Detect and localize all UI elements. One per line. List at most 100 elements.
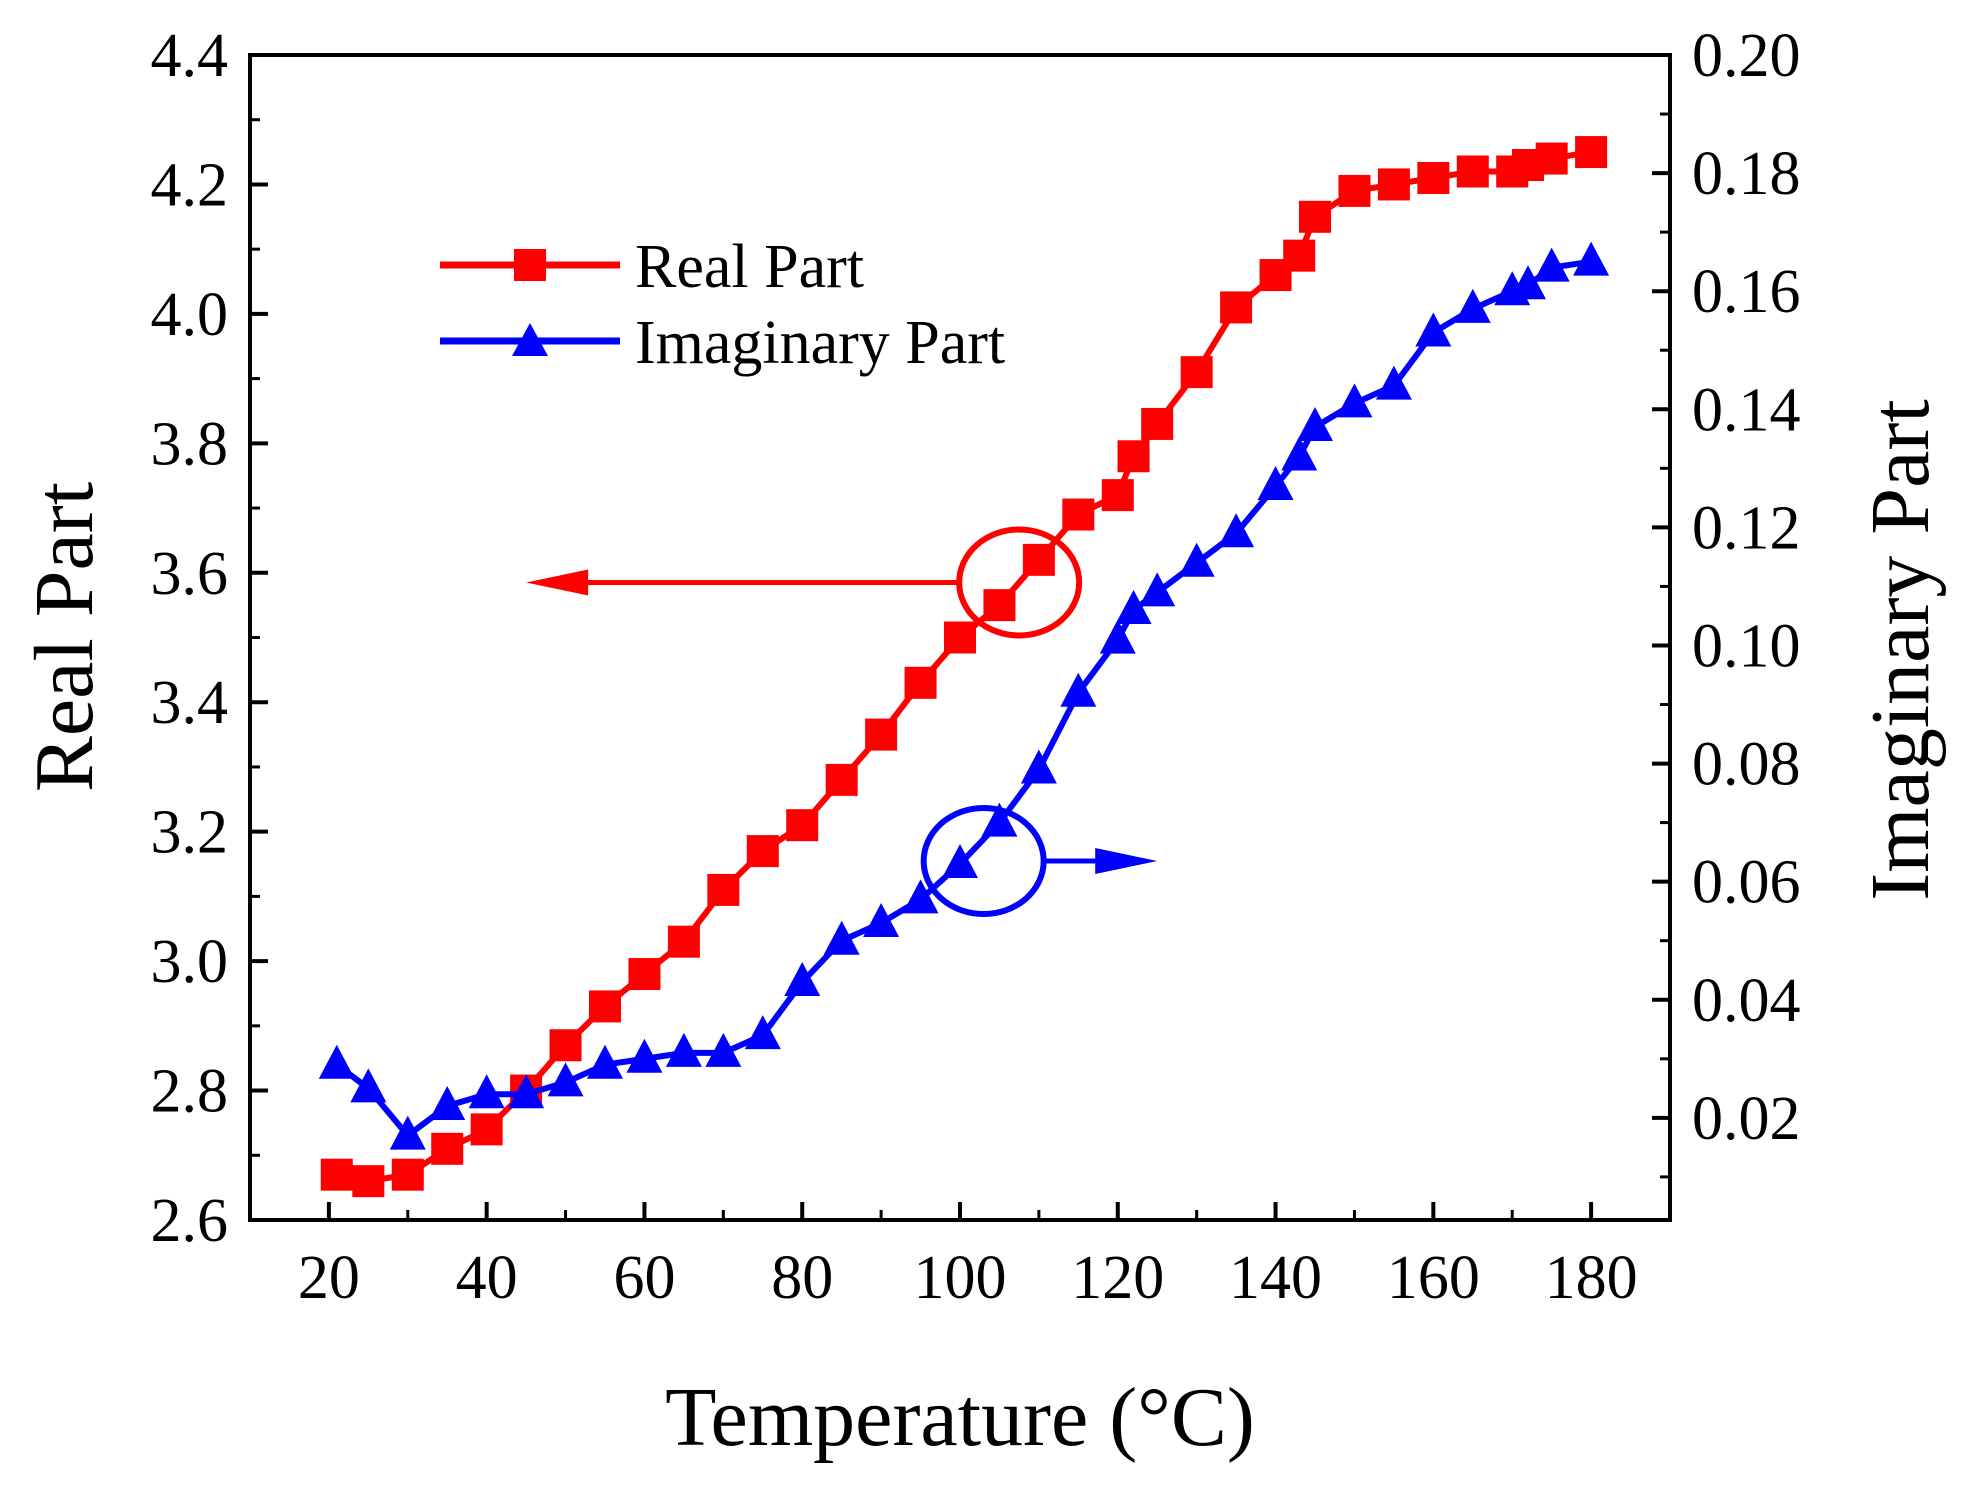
data-point-imaginary (1020, 749, 1057, 784)
data-point-real (1180, 356, 1213, 389)
data-point-imaginary (508, 1074, 545, 1109)
data-point-real (1377, 168, 1410, 201)
legend-entry-imaginary: Imaginary Part (440, 309, 1005, 377)
data-point-imaginary (587, 1044, 623, 1079)
data-point-real (589, 990, 621, 1023)
legend-swatch-imaginary-marker (512, 323, 548, 356)
data-point-imaginary (863, 902, 900, 937)
y-tick-label: 4.2 (151, 151, 229, 219)
data-point-real (1417, 161, 1450, 194)
data-point-real (1299, 200, 1331, 233)
y2-tick-label: 0.14 (1692, 376, 1801, 444)
data-point-imaginary (350, 1068, 387, 1103)
data-point-real (707, 873, 740, 906)
y2-tick-label: 0.06 (1692, 849, 1801, 917)
y2-tick-label: 0.18 (1692, 140, 1801, 208)
data-point-real (825, 763, 858, 796)
x-tick-label: 20 (298, 1244, 360, 1312)
data-point-imaginary (389, 1115, 426, 1150)
data-point-real (1062, 498, 1095, 531)
x-tick-label: 40 (456, 1244, 518, 1312)
data-point-imaginary (1115, 590, 1152, 625)
data-point-imaginary (1218, 513, 1255, 548)
y2-axis-title: Imaginary Part (1854, 399, 1947, 901)
data-point-real (1022, 543, 1055, 576)
x-tick-label: 180 (1545, 1244, 1638, 1312)
y2-tick-label: 0.08 (1692, 731, 1801, 799)
data-point-imaginary (744, 1015, 781, 1050)
tick-labels: 20 40 60 80 100 120 140 160 180 2.6 2.8 3.0 3.2 3.4 3.… (151, 22, 1801, 1312)
data-point-imaginary (942, 843, 978, 878)
data-point-real (786, 809, 819, 842)
data-point-imaginary (1336, 383, 1373, 418)
data-point-real (352, 1165, 385, 1198)
y-tick-label: 2.6 (151, 1187, 229, 1255)
data-point-imaginary (1573, 241, 1610, 276)
series-layer (318, 136, 1610, 1198)
y-tick-label: 3.8 (151, 410, 229, 478)
annotation-arrow-head (526, 569, 589, 596)
annotations (526, 526, 1158, 917)
y-tick-label: 3.0 (151, 928, 229, 996)
data-point-imaginary (823, 920, 860, 955)
data-point-imaginary (1375, 365, 1412, 400)
legend-label-imaginary: Imaginary Part (635, 309, 1005, 377)
data-point-real (431, 1132, 464, 1165)
y-axis-title: Real Part (18, 482, 111, 792)
y2-tick-label: 0.04 (1692, 967, 1801, 1035)
data-point-imaginary (1281, 436, 1318, 471)
y2-tick-label: 0.16 (1692, 258, 1801, 326)
data-point-imaginary (981, 802, 1018, 837)
data-point-imaginary (1533, 247, 1570, 282)
data-point-imaginary (1099, 619, 1136, 654)
data-point-imaginary (902, 879, 939, 914)
series-line-real (336, 149, 1592, 1185)
data-point-imaginary (665, 1032, 702, 1067)
annotation-arrow-head (1095, 847, 1158, 874)
x-axis-title: Temperature (°C) (665, 1371, 1255, 1464)
data-point-real (983, 589, 1016, 622)
data-point-real (944, 621, 976, 654)
data-point-real (1101, 479, 1134, 512)
y-tick-label: 3.2 (151, 799, 229, 867)
legend-label-real: Real Part (635, 233, 864, 301)
data-point-real (1117, 440, 1150, 473)
data-point-imaginary (1415, 312, 1452, 347)
data-point-real (1220, 291, 1253, 324)
data-point-real (1338, 174, 1371, 207)
y-tick-label: 4.0 (151, 281, 229, 349)
data-point-real (746, 835, 779, 868)
y-tick-label: 3.6 (151, 540, 229, 608)
data-point-real (667, 925, 700, 958)
data-point-imaginary (1510, 265, 1546, 300)
data-point-real (391, 1158, 424, 1191)
data-point-imaginary (468, 1074, 505, 1109)
data-point-real (320, 1158, 353, 1191)
data-point-real (1141, 407, 1174, 440)
annotation-ellipse (920, 804, 1047, 917)
legend-swatch-real-marker (514, 249, 546, 281)
data-point-imaginary (547, 1062, 584, 1097)
y-tick-label: 2.8 (151, 1058, 229, 1126)
y2-tick-label: 0.02 (1692, 1085, 1801, 1153)
x-tick-label: 80 (771, 1244, 833, 1312)
data-point-imaginary (1297, 406, 1333, 441)
y2-tick-label: 0.12 (1692, 494, 1801, 562)
y-tick-label: 4.4 (151, 22, 229, 90)
data-point-imaginary (1257, 466, 1294, 501)
data-point-imaginary (318, 1044, 355, 1079)
data-point-imaginary (1060, 672, 1097, 707)
data-point-imaginary (429, 1086, 466, 1121)
data-point-real (1456, 155, 1489, 188)
data-point-imaginary (626, 1038, 663, 1073)
x-tick-label: 160 (1387, 1244, 1480, 1312)
legend: Real Part Imaginary Part (440, 233, 1005, 377)
data-point-real (549, 1029, 582, 1062)
y-tick-label: 3.4 (151, 669, 229, 737)
data-point-imaginary (1178, 542, 1215, 577)
x-tick-label: 100 (914, 1244, 1007, 1312)
x-tick-label: 60 (613, 1244, 675, 1312)
data-point-real (1283, 239, 1316, 272)
data-point-real (1535, 142, 1568, 175)
